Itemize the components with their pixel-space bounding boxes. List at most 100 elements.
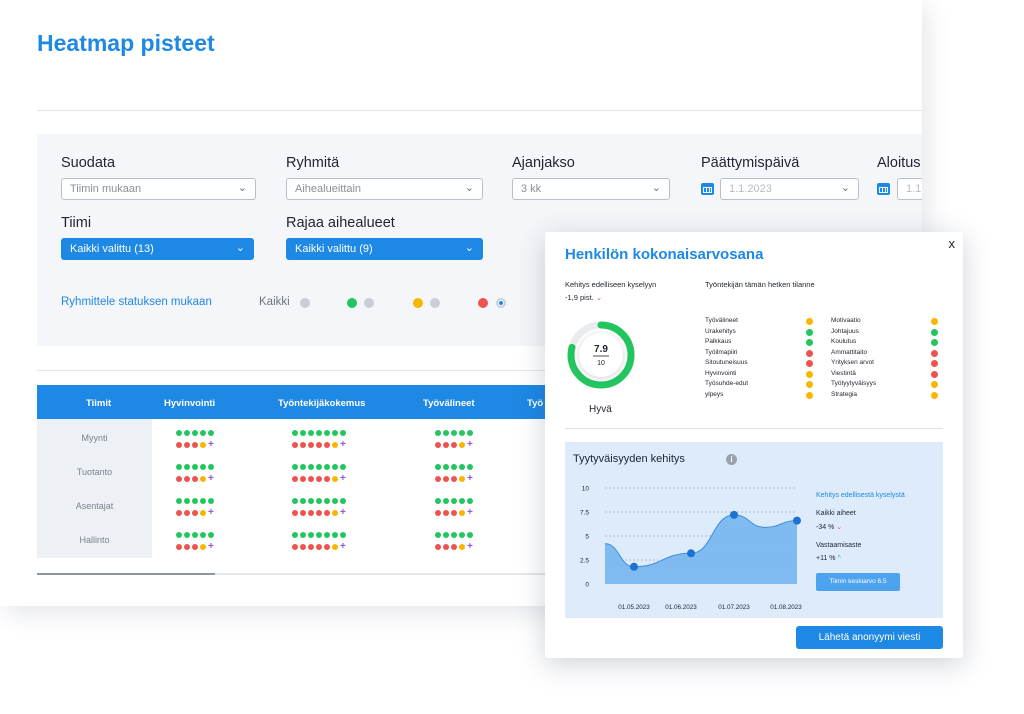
- status-dot: [308, 441, 314, 448]
- status-list-left: Työvälineet Urakehitys Palkkaus Työilmapiir…: [705, 316, 818, 400]
- heatmap-cell[interactable]: +: [292, 462, 346, 486]
- send-anonymous-message-button[interactable]: Lähetä anonyymi viesti: [796, 626, 943, 649]
- chevron-down-icon: ⌄: [237, 182, 247, 194]
- heatmap-cell[interactable]: +: [292, 428, 346, 452]
- status-item-dot: [806, 339, 813, 346]
- status-dot: [451, 475, 457, 482]
- heatmap-cell[interactable]: +: [176, 428, 214, 452]
- heatmap-cell[interactable]: +: [176, 496, 214, 520]
- status-dot: [332, 475, 338, 482]
- status-dot: [340, 497, 346, 504]
- row-label-asentajat[interactable]: Asentajat: [75, 501, 114, 511]
- plus-icon: +: [467, 473, 473, 484]
- col-header-hyvinvointi[interactable]: Hyvinvointi: [164, 398, 216, 409]
- status-item-label: Sitoutuneisuus: [705, 359, 748, 366]
- aloitus-select[interactable]: 1.1.2: [897, 178, 922, 200]
- plus-icon: +: [340, 439, 346, 450]
- status-list-item: Palkkaus: [705, 337, 818, 348]
- status-item-dot: [931, 370, 938, 378]
- heatmap-cell[interactable]: +: [435, 496, 473, 520]
- status-dot: [340, 463, 346, 470]
- heatmap-cell[interactable]: +: [292, 530, 346, 554]
- heatmap-cell[interactable]: +: [435, 428, 473, 452]
- row-labels: Myynti Tuotanto Asentajat Hallinto: [37, 419, 152, 558]
- col-header-tyo[interactable]: Työ: [527, 398, 544, 409]
- status-item-dot: [806, 391, 813, 399]
- status-dot: [451, 441, 457, 448]
- heatmap-table-body: + + + + + + + + + + + +: [152, 419, 547, 558]
- heatmap-table-header: Tiimit Hyvinvointi Työntekijäkokemus Työ…: [37, 385, 547, 419]
- status-item-dot: [931, 349, 938, 357]
- calendar-icon[interactable]: [701, 183, 714, 195]
- status-yellow-radio[interactable]: [430, 298, 440, 308]
- row-label-hallinto[interactable]: Hallinto: [79, 535, 110, 545]
- status-dot: [324, 429, 330, 436]
- status-dot: [435, 429, 441, 436]
- status-list-item: Työtyytyväisyys: [831, 379, 943, 390]
- status-dot: [324, 497, 330, 504]
- status-item-label: Koulutus: [831, 338, 857, 345]
- status-dot: [324, 543, 330, 550]
- plus-icon: +: [467, 541, 473, 552]
- status-dot: [332, 497, 338, 504]
- y-tick-label: 2.5: [580, 558, 589, 565]
- status-item-dot: [931, 339, 938, 346]
- heatmap-cell[interactable]: +: [292, 496, 346, 520]
- col-header-tyontekijakokemus[interactable]: Työntekijäkokemus: [278, 398, 366, 409]
- status-green-dot: [347, 298, 357, 308]
- status-dot: [176, 509, 182, 516]
- status-dot: [308, 497, 314, 504]
- horizontal-scrollbar[interactable]: [37, 573, 547, 575]
- scrollbar-thumb[interactable]: [37, 573, 215, 575]
- calendar-icon[interactable]: [877, 183, 890, 195]
- heatmap-cell[interactable]: +: [435, 462, 473, 486]
- row-label-tuotanto[interactable]: Tuotanto: [76, 467, 113, 477]
- status-dot: [332, 429, 338, 436]
- chevron-down-icon: ⌄: [464, 242, 474, 254]
- status-item-dot: [806, 370, 813, 378]
- col-header-tyovalineet[interactable]: Työvälineet: [423, 398, 475, 409]
- chevron-down-icon: ⌄: [651, 182, 661, 194]
- heatmap-cell[interactable]: +: [435, 530, 473, 554]
- group-by-status-link[interactable]: Ryhmittele statuksen mukaan: [61, 296, 212, 308]
- status-dot: [467, 531, 473, 538]
- status-dot: [184, 509, 190, 516]
- status-green-radio[interactable]: [364, 298, 374, 308]
- status-dot: [184, 429, 190, 436]
- ajanjakso-select[interactable]: 3 kk ⌄: [512, 178, 670, 200]
- gauge-arc: [567, 321, 635, 389]
- status-dot: [208, 429, 214, 436]
- status-dot: [308, 531, 314, 538]
- status-dot: [316, 543, 322, 550]
- heatmap-cell[interactable]: +: [176, 462, 214, 486]
- row-label-myynti[interactable]: Myynti: [81, 433, 108, 443]
- close-icon[interactable]: x: [948, 236, 956, 251]
- status-dot: [200, 497, 206, 504]
- heatmap-cell[interactable]: +: [176, 530, 214, 554]
- col-header-tiimit[interactable]: Tiimit: [86, 398, 112, 409]
- status-all-label[interactable]: Kaikki: [259, 296, 290, 308]
- status-dot: [192, 463, 198, 470]
- status-dot: [324, 463, 330, 470]
- status-dot: [324, 531, 330, 538]
- legend-title: Kehitys edellisestä kyselystä: [816, 492, 905, 499]
- rajaa-select[interactable]: Kaikki valittu (9) ⌄: [286, 238, 483, 260]
- status-label: Työntekijän tämän hetken tilanne: [705, 280, 815, 289]
- team-average-button[interactable]: Tiimin keskiarvo 6.5: [816, 573, 900, 591]
- status-red-radio[interactable]: [496, 298, 506, 308]
- status-dot: [176, 531, 182, 538]
- data-point: [730, 510, 738, 519]
- info-icon[interactable]: i: [726, 454, 737, 465]
- status-dot: [451, 543, 457, 550]
- status-dot: [451, 429, 457, 436]
- data-point: [630, 562, 638, 571]
- y-tick-label: 5: [585, 534, 589, 541]
- status-all-radio[interactable]: [300, 298, 310, 308]
- tiimi-select[interactable]: Kaikki valittu (13) ⌄: [61, 238, 254, 260]
- paattymispaiva-select[interactable]: 1.1.2023 ⌄: [720, 178, 859, 200]
- ryhmita-select[interactable]: Aihealueittain ⌄: [286, 178, 483, 200]
- suodata-select[interactable]: Tiimin mukaan ⌄: [61, 178, 256, 200]
- person-score-modal: Henkilön kokonaisarvosana x Kehitys edel…: [545, 232, 963, 658]
- status-item-label: Palkkaus: [705, 338, 732, 345]
- status-item-dot: [931, 318, 938, 325]
